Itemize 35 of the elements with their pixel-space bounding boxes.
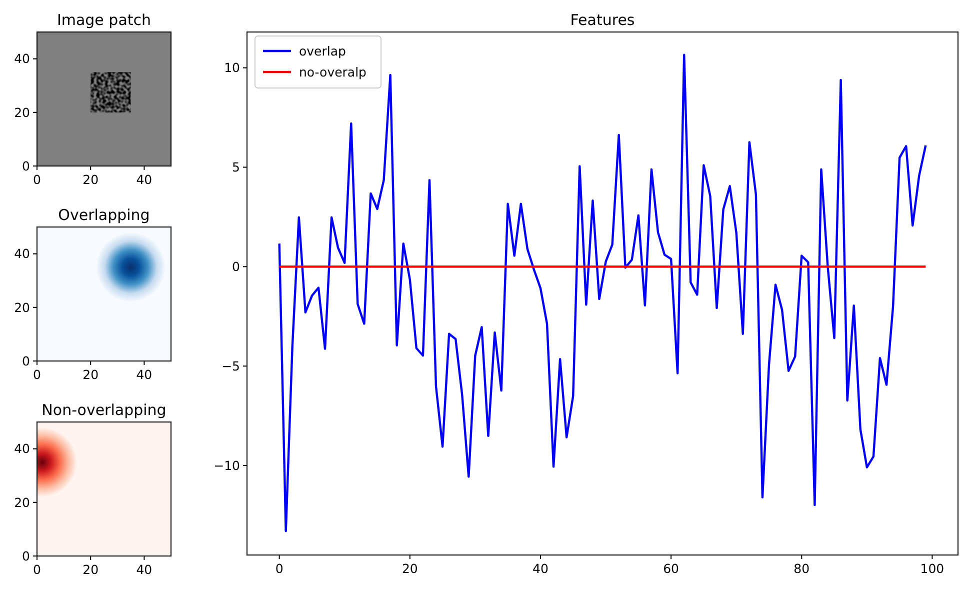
x-tick-label: 40 <box>136 367 152 382</box>
x-tick-label: 20 <box>82 172 99 187</box>
x-tick-label: 100 <box>920 561 944 576</box>
chart-title: Features <box>570 11 635 29</box>
y-tick-label: 0 <box>22 548 30 564</box>
y-tick-label: 10 <box>224 60 240 76</box>
y-tick-label: −5 <box>222 358 240 374</box>
y-tick-label: 0 <box>22 158 30 174</box>
x-tick-label: 0 <box>33 367 42 382</box>
y-tick-label: 5 <box>232 160 240 175</box>
y-tick-label: −10 <box>214 458 240 473</box>
x-tick-label: 60 <box>663 561 680 576</box>
y-tick-label: 40 <box>14 441 30 456</box>
chart-title: Image patch <box>56 11 152 29</box>
x-tick-label: 40 <box>532 561 548 576</box>
y-tick-label: 40 <box>14 51 30 66</box>
x-tick-label: 0 <box>33 172 42 187</box>
y-tick-label: 20 <box>14 104 30 120</box>
x-tick-label: 80 <box>794 561 810 576</box>
x-tick-label: 40 <box>136 562 152 577</box>
x-tick-label: 0 <box>33 562 42 577</box>
x-tick-label: 20 <box>82 367 99 382</box>
legend-label: overlap <box>299 43 346 58</box>
chart-title: Non-overlapping <box>42 401 166 419</box>
chart-title: Overlapping <box>58 206 150 224</box>
x-tick-label: 0 <box>275 561 284 576</box>
legend-label: no-overalp <box>299 64 367 80</box>
y-tick-label: 20 <box>14 494 30 510</box>
x-tick-label: 20 <box>402 561 418 576</box>
y-tick-label: 20 <box>14 300 30 315</box>
x-tick-label: 20 <box>82 562 99 577</box>
x-tick-label: 40 <box>136 172 152 187</box>
y-tick-label: 40 <box>14 246 30 262</box>
y-tick-label: 0 <box>22 353 30 368</box>
y-tick-label: 0 <box>232 259 240 274</box>
